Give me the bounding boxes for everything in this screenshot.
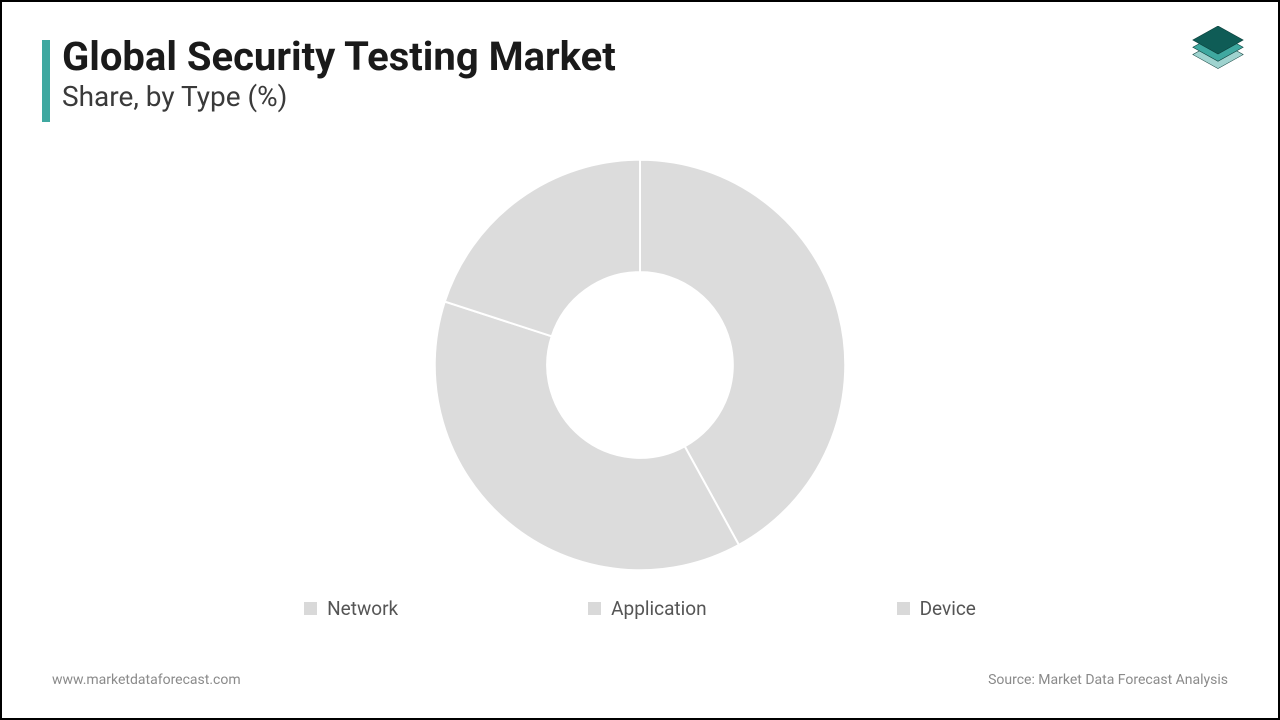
- donut-chart: [0, 150, 1280, 580]
- legend-label: Network: [327, 597, 398, 620]
- donut-slice: [435, 302, 739, 571]
- header: Global Security Testing Market Share, by…: [42, 36, 616, 122]
- page-title: Global Security Testing Market: [62, 36, 616, 78]
- footer: www.marketdataforecast.com Source: Marke…: [52, 672, 1228, 688]
- legend-item: Network: [304, 597, 398, 620]
- footer-website: www.marketdataforecast.com: [52, 672, 241, 688]
- legend-swatch-icon: [304, 602, 317, 615]
- title-accent-bar: [42, 40, 50, 122]
- legend-swatch-icon: [897, 602, 910, 615]
- footer-source: Source: Market Data Forecast Analysis: [988, 672, 1228, 688]
- legend-label: Application: [611, 597, 706, 620]
- legend-item: Application: [588, 597, 706, 620]
- donut-slice: [445, 160, 640, 337]
- title-block: Global Security Testing Market Share, by…: [62, 36, 616, 113]
- legend-swatch-icon: [588, 602, 601, 615]
- chart-legend: Network Application Device: [0, 597, 1280, 620]
- legend-item: Device: [897, 597, 976, 620]
- legend-label: Device: [920, 597, 976, 620]
- page-subtitle: Share, by Type (%): [62, 80, 616, 113]
- brand-logo-icon: [1190, 26, 1246, 82]
